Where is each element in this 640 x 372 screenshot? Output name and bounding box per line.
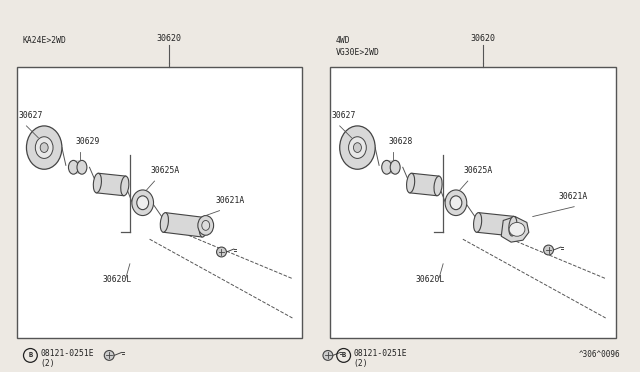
Text: 08121-0251E: 08121-0251E <box>40 349 94 358</box>
Text: 30629: 30629 <box>76 137 100 145</box>
FancyBboxPatch shape <box>17 67 302 338</box>
Text: 30625A: 30625A <box>464 166 493 175</box>
Text: KA24E>2WD: KA24E>2WD <box>22 36 67 45</box>
Polygon shape <box>74 160 82 174</box>
Polygon shape <box>410 173 439 196</box>
Text: 08121-0251E: 08121-0251E <box>353 349 407 358</box>
Polygon shape <box>97 173 126 196</box>
Polygon shape <box>501 217 529 242</box>
Ellipse shape <box>35 137 53 158</box>
Ellipse shape <box>450 196 462 210</box>
Ellipse shape <box>77 160 87 174</box>
Ellipse shape <box>340 126 375 169</box>
Ellipse shape <box>353 143 362 153</box>
Text: 30625A: 30625A <box>150 166 180 175</box>
Ellipse shape <box>390 160 400 174</box>
Text: 30621A: 30621A <box>216 196 245 205</box>
Polygon shape <box>387 160 395 174</box>
Ellipse shape <box>202 221 210 230</box>
Ellipse shape <box>121 176 129 196</box>
Ellipse shape <box>26 126 62 169</box>
Text: B: B <box>342 352 346 359</box>
Circle shape <box>543 245 554 255</box>
Text: ^306^0096: ^306^0096 <box>579 350 620 359</box>
Ellipse shape <box>509 222 525 236</box>
Ellipse shape <box>445 190 467 215</box>
Text: (2): (2) <box>353 359 368 368</box>
Text: 30620: 30620 <box>470 34 495 43</box>
Ellipse shape <box>93 173 101 193</box>
Text: 30628: 30628 <box>389 137 413 145</box>
Text: B: B <box>28 352 33 359</box>
Ellipse shape <box>68 160 78 174</box>
Ellipse shape <box>349 137 366 158</box>
Ellipse shape <box>40 143 48 153</box>
Ellipse shape <box>406 173 415 193</box>
Text: 30627: 30627 <box>332 111 356 120</box>
Circle shape <box>104 350 114 360</box>
Polygon shape <box>477 213 514 236</box>
Ellipse shape <box>160 213 168 232</box>
Ellipse shape <box>132 190 154 215</box>
Polygon shape <box>163 213 205 237</box>
Text: 30620L: 30620L <box>415 275 445 283</box>
Text: (2): (2) <box>40 359 55 368</box>
Circle shape <box>323 350 333 360</box>
Ellipse shape <box>509 217 517 236</box>
Ellipse shape <box>200 218 207 237</box>
Text: 30620: 30620 <box>157 34 182 43</box>
Text: 30627: 30627 <box>19 111 43 120</box>
Ellipse shape <box>381 160 392 174</box>
Text: 4WD: 4WD <box>336 36 350 45</box>
Text: 30621A: 30621A <box>558 192 588 201</box>
Ellipse shape <box>198 215 214 235</box>
Ellipse shape <box>137 196 148 210</box>
FancyBboxPatch shape <box>330 67 616 338</box>
Text: 30620L: 30620L <box>102 275 132 283</box>
Text: VG30E>2WD: VG30E>2WD <box>336 48 380 57</box>
Circle shape <box>216 247 227 257</box>
Ellipse shape <box>474 213 482 232</box>
Ellipse shape <box>434 176 442 196</box>
